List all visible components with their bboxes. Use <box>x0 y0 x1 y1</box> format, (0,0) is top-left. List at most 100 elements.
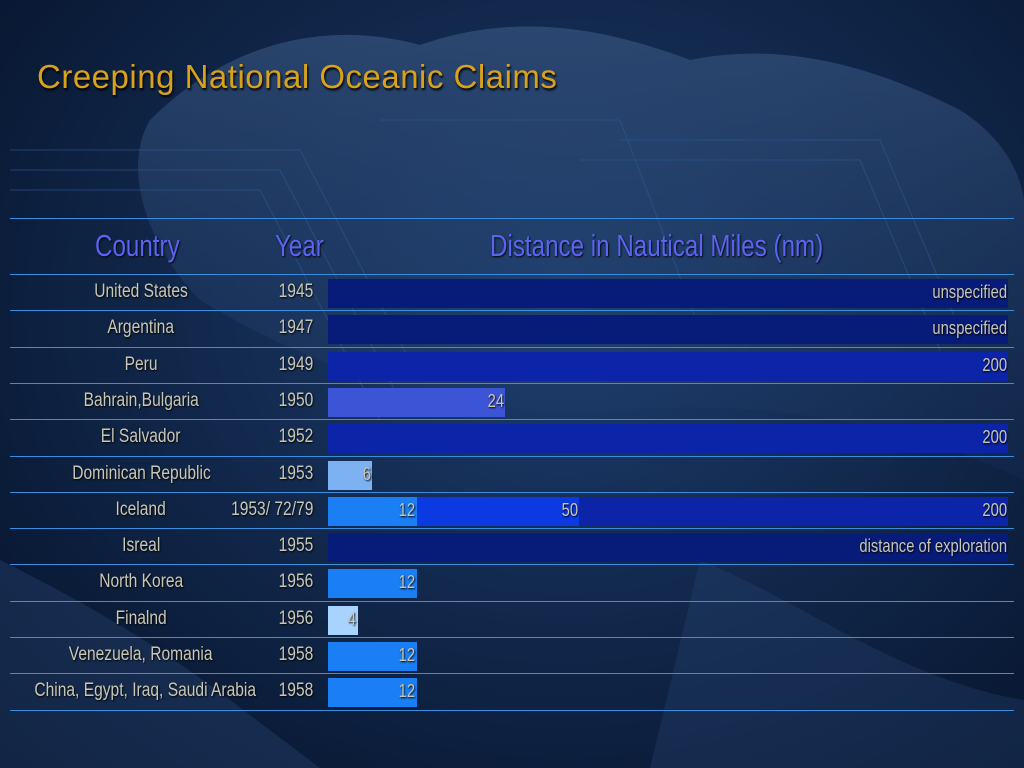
year-text: 1952 <box>278 426 313 447</box>
year-label: 1953/ 72/79 <box>213 492 313 528</box>
year-label: 1947 <box>271 310 313 346</box>
year-label: 1949 <box>271 347 313 383</box>
row-divider <box>10 383 1014 384</box>
chart-title: Creeping National Oceanic Claims <box>37 58 558 95</box>
table-row: Bahrain,Bulgaria 1950 24 <box>0 383 1024 419</box>
bar-segment <box>328 388 505 417</box>
table-row: Iceland 1953/ 72/79 12 50 200 <box>0 492 1024 528</box>
year-text: 1947 <box>278 317 313 338</box>
year-text: 1953/ 72/79 <box>230 499 313 520</box>
bar-segment <box>328 424 1008 453</box>
table-row: Venezuela, Romania 1958 12 <box>0 637 1024 673</box>
country-text: El Salvador <box>101 426 181 447</box>
bar-value-label: 12 <box>399 681 416 701</box>
table-row: Peru 1949 200 <box>0 347 1024 383</box>
bar-value-label: 200 <box>982 427 1007 447</box>
table-row: El Salvador 1952 200 <box>0 419 1024 455</box>
row-divider <box>10 673 1014 674</box>
year-label: 1955 <box>271 528 313 564</box>
bar-segment <box>328 533 1008 562</box>
table-row: Argentina 1947 unspecified <box>0 310 1024 346</box>
table-row: Isreal 1955 distance of exploration <box>0 528 1024 564</box>
x-axis-label: Distance in Nautical Miles (nm) <box>490 228 824 263</box>
bar-segment <box>328 678 417 707</box>
table-row: China, Egypt, Iraq, Saudi Arabia 1958 12 <box>0 673 1024 709</box>
column-header-year: Year <box>275 228 324 263</box>
row-divider <box>10 710 1014 711</box>
year-text: 1945 <box>278 281 313 302</box>
bar-segment <box>328 497 417 526</box>
year-text: 1956 <box>278 608 313 629</box>
bar-value-label: unspecified <box>932 318 1007 338</box>
row-divider <box>10 528 1014 529</box>
bar-segment <box>328 606 358 635</box>
year-label: 1956 <box>271 564 313 600</box>
country-text: Argentina <box>107 317 175 338</box>
table-row: Finalnd 1956 4 <box>0 601 1024 637</box>
table-row: United States 1945 unspecified <box>0 274 1024 310</box>
country-text: Peru <box>124 354 158 375</box>
bar-segment <box>579 497 1008 526</box>
bar-value-label: 12 <box>399 500 416 520</box>
year-text: 1950 <box>278 390 313 411</box>
country-label: United States <box>10 274 272 310</box>
country-label: North Korea <box>10 564 272 600</box>
country-label: Finalnd <box>10 601 272 637</box>
year-text: 1958 <box>278 644 313 665</box>
country-label: Venezuela, Romania <box>10 637 272 673</box>
row-divider <box>10 456 1014 457</box>
year-text: 1949 <box>278 354 313 375</box>
row-divider <box>10 637 1014 638</box>
country-label: Dominican Republic <box>10 456 272 492</box>
bar-value-label: 12 <box>399 572 416 592</box>
bar-value-label: 6 <box>363 464 372 484</box>
row-divider <box>10 564 1014 565</box>
bar-value-label: 50 <box>561 500 579 520</box>
table-row: North Korea 1956 12 <box>0 564 1024 600</box>
country-text: Bahrain,Bulgaria <box>83 390 199 411</box>
year-text: 1955 <box>278 535 313 556</box>
bar-value-label: 200 <box>982 500 1007 520</box>
country-label: Argentina <box>10 310 272 346</box>
year-label: 1950 <box>271 383 313 419</box>
bar-value-label: distance of exploration <box>859 536 1007 556</box>
bar-value-label: unspecified <box>932 282 1007 302</box>
country-label: Iceland <box>10 492 272 528</box>
row-divider <box>10 310 1014 311</box>
bar-value-label: 24 <box>487 391 504 411</box>
bar-segment <box>328 642 417 671</box>
row-divider <box>10 274 1014 275</box>
country-label: El Salvador <box>10 419 272 455</box>
year-text: 1958 <box>278 680 313 701</box>
bar-segment <box>328 315 1008 344</box>
country-text: Isreal <box>121 535 161 556</box>
bar-segment <box>328 569 417 598</box>
bar-segment <box>328 461 373 490</box>
table-row: Dominican Republic 1953 6 <box>0 456 1024 492</box>
bar-segment <box>416 497 580 526</box>
bar-segment <box>328 279 1008 308</box>
country-text: Dominican Republic <box>71 463 211 484</box>
country-label: Bahrain,Bulgaria <box>10 383 272 419</box>
country-text: North Korea <box>98 571 183 592</box>
bar-value-label: 4 <box>348 609 357 629</box>
row-divider <box>10 218 1014 219</box>
row-divider <box>10 419 1014 420</box>
year-label: 1953 <box>271 456 313 492</box>
country-text: Iceland <box>115 499 167 520</box>
year-label: 1958 <box>271 673 313 709</box>
country-text: China, Egypt, Iraq, Saudi Arabia <box>34 680 257 701</box>
country-label: Isreal <box>10 528 272 564</box>
row-divider <box>10 347 1014 348</box>
country-text: Venezuela, Romania <box>69 644 213 665</box>
year-label: 1952 <box>271 419 313 455</box>
bar-value-label: 12 <box>399 645 416 665</box>
year-text: 1956 <box>278 571 313 592</box>
year-label: 1945 <box>271 274 313 310</box>
bar-value-label: 200 <box>982 355 1007 375</box>
bar-segment <box>328 352 1008 381</box>
country-label: China, Egypt, Iraq, Saudi Arabia <box>10 673 272 709</box>
year-text: 1953 <box>278 463 313 484</box>
country-text: Finalnd <box>115 608 167 629</box>
year-label: 1956 <box>271 601 313 637</box>
